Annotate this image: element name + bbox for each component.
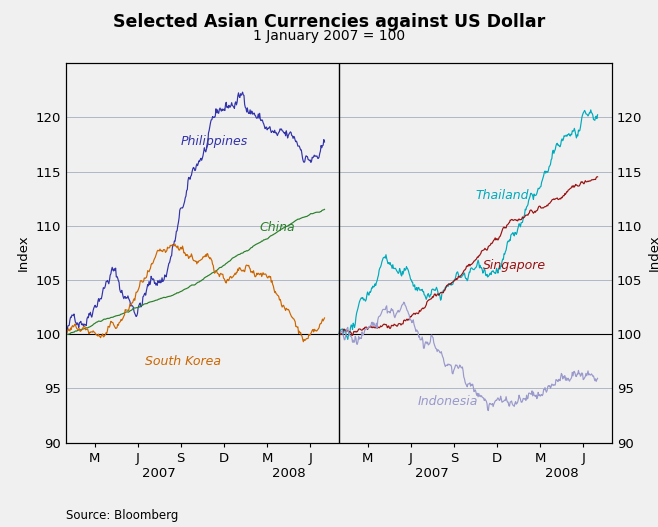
Text: 1 January 2007 = 100: 1 January 2007 = 100 bbox=[253, 29, 405, 43]
Y-axis label: Index: Index bbox=[648, 235, 658, 271]
Text: Indonesia: Indonesia bbox=[418, 395, 478, 408]
Text: Thailand: Thailand bbox=[475, 189, 529, 202]
Text: Singapore: Singapore bbox=[482, 259, 545, 272]
Text: Philippines: Philippines bbox=[181, 134, 248, 148]
Text: South Korea: South Korea bbox=[145, 355, 221, 368]
Text: Source: Bloomberg: Source: Bloomberg bbox=[66, 509, 178, 522]
Text: 2008: 2008 bbox=[545, 467, 578, 480]
Text: 2007: 2007 bbox=[142, 467, 176, 480]
Y-axis label: Index: Index bbox=[17, 235, 30, 271]
Text: Selected Asian Currencies against US Dollar: Selected Asian Currencies against US Dol… bbox=[113, 13, 545, 31]
Text: 2008: 2008 bbox=[272, 467, 305, 480]
Text: China: China bbox=[260, 221, 295, 235]
Text: 2007: 2007 bbox=[415, 467, 449, 480]
